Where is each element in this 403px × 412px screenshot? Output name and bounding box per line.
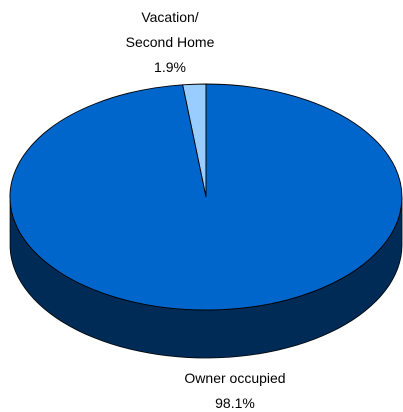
vacation-value-label: 1.9% xyxy=(154,59,186,75)
vacation-label-line-2: Second Home xyxy=(126,34,215,50)
owner-value-label: 98.1% xyxy=(215,395,255,411)
pie-top xyxy=(9,83,403,311)
vacation-label-line-1: Vacation/ xyxy=(141,9,198,25)
slice-label-vacation: Vacation/ Second Home 1.9% xyxy=(126,9,215,75)
owner-label-line-1: Owner occupied xyxy=(184,370,285,386)
pie-slice-1 xyxy=(9,83,403,311)
slice-label-owner: Owner occupied 98.1% xyxy=(184,370,285,411)
